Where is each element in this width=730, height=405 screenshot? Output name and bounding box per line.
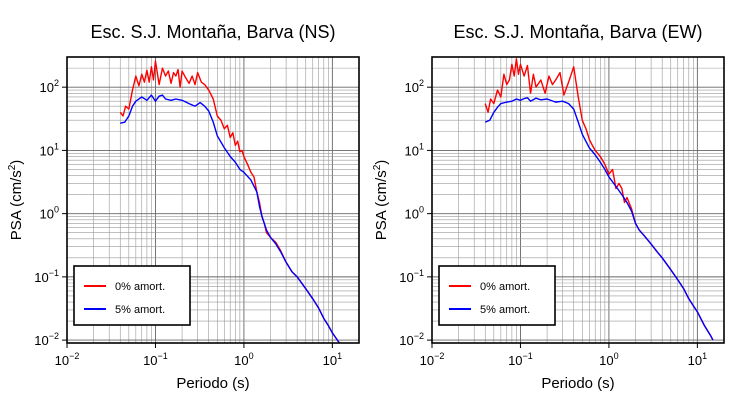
legend-label: 0% amort. (480, 281, 530, 293)
y-tick-label: 101 (40, 141, 59, 158)
x-tick-label: 101 (323, 351, 342, 368)
x-axis-label: Periodo (s) (541, 375, 614, 392)
grid (67, 57, 359, 343)
legend-box (73, 265, 191, 326)
x-tick-label: 10−2 (55, 351, 80, 368)
y-tick-label: 101 (405, 141, 424, 158)
chart-panel-1: 10−2 10−1 100 101 10−2 10−1 100 101 102 Esc. S.J.… (372, 22, 725, 392)
x-tick-label: 10−1 (508, 351, 533, 368)
series-line-damped (120, 94, 340, 343)
series-line-damped (484, 97, 714, 341)
y-tick-label: 102 (405, 78, 424, 95)
legend-label: 5% amort. (480, 304, 530, 316)
plot-frame (66, 56, 360, 344)
legend: 0% amort. 5% amort. (438, 265, 556, 326)
x-tick-label: 100 (234, 351, 253, 368)
legend-box (438, 265, 556, 326)
chart-title: Esc. S.J. Montaña, Barva (NS) (90, 22, 335, 42)
chart-title: Esc. S.J. Montaña, Barva (EW) (453, 22, 702, 42)
x-tick-label: 10−1 (143, 351, 168, 368)
y-tick-label: 10−1 (34, 268, 59, 285)
x-axis-label: Periodo (s) (176, 375, 249, 392)
x-tick-label: 100 (599, 351, 618, 368)
x-tick-label: 10−2 (420, 351, 445, 368)
y-axis-label: PSA (cm/s2) (7, 160, 25, 241)
y-tick-label: 10−2 (399, 331, 424, 348)
series-line-undamped (119, 60, 340, 343)
plot-frame (431, 56, 725, 344)
chart-panel-0: 10−2 10−1 100 101 10−2 10−1 100 101 102 Esc. S.J.… (7, 22, 360, 392)
legend: 0% amort. 5% amort. (73, 265, 191, 326)
y-tick-label: 102 (40, 78, 59, 95)
y-axis-label: PSA (cm/s2) (372, 160, 390, 241)
y-tick-label: 10−1 (399, 268, 424, 285)
legend-label: 5% amort. (115, 304, 165, 316)
y-tick-label: 10−2 (34, 331, 59, 348)
y-tick-label: 100 (40, 205, 59, 222)
y-tick-label: 100 (405, 205, 424, 222)
x-tick-label: 101 (688, 351, 707, 368)
legend-label: 0% amort. (115, 281, 165, 293)
